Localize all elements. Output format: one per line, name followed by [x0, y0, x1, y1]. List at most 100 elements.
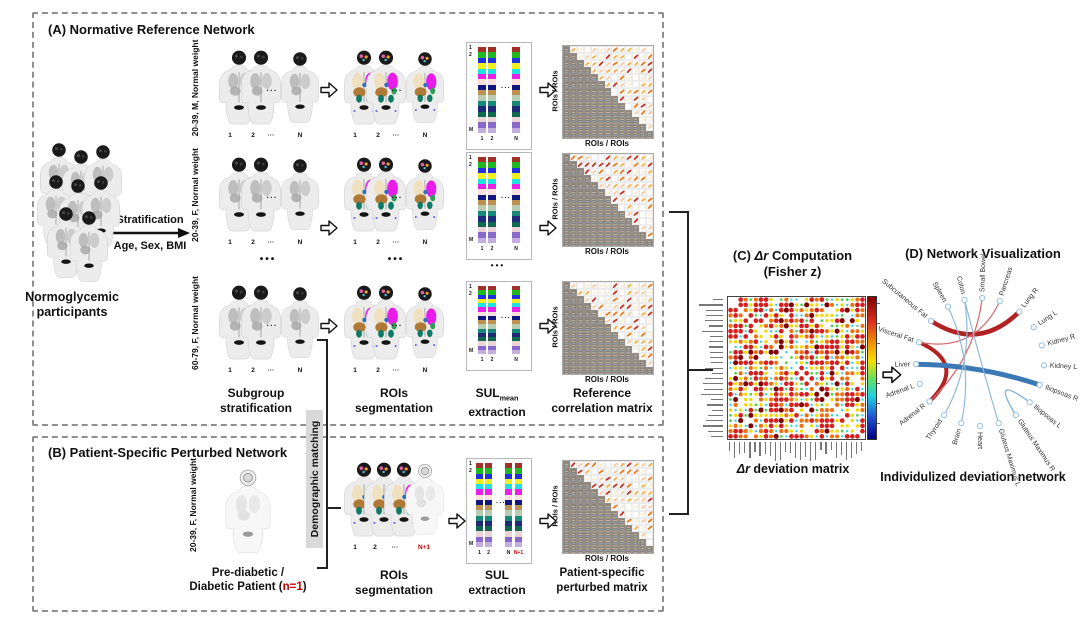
network-node-label: Adrenal L [885, 383, 916, 400]
colorbar-tick [877, 423, 880, 424]
sul-row-label: 2 [469, 468, 472, 474]
matrix-row-tick-label [710, 399, 723, 401]
flow-arrow-icon [448, 513, 466, 529]
matrix-col-tick-label [789, 442, 792, 454]
flow-arrow-icon [539, 513, 557, 529]
body-index-label: 1 [228, 132, 232, 139]
matrix-col-tick-label [754, 442, 756, 452]
sul-ellipsis: ••• [490, 261, 506, 270]
matrix-row-tick-label [708, 341, 723, 343]
matrix-col-tick-label [830, 442, 832, 451]
sul-box-1: 1 2 M 1 2 ··· N [466, 42, 532, 150]
perturbed-matrix-x-axis-label: ROIs / ROIs [584, 554, 629, 563]
matrix-row-tick-label [710, 362, 723, 364]
flow-arrow-icon [320, 82, 338, 98]
sul-col-label: 1 [480, 136, 484, 142]
network-edge [917, 340, 949, 404]
pet-body [238, 281, 284, 365]
matrix-col-tick-label [739, 442, 741, 455]
matrix-row-tick-label [709, 351, 723, 353]
matrix-col-tick-label [729, 442, 731, 451]
network-node-label: Brain [952, 428, 964, 446]
body-index-label: N [297, 239, 303, 246]
caption-reference-matrix: Reference correlation matrix [551, 386, 653, 415]
between-bar-dots: ··· [501, 315, 511, 322]
network-node-label: Iliopsoas L [1032, 404, 1062, 431]
matrix-row-tick-label [702, 330, 723, 332]
matrix-row-tick-label [710, 356, 723, 359]
colorbar-tick [877, 383, 880, 384]
network-node-label: Pancreas [999, 266, 1015, 297]
sul-bar [512, 157, 520, 243]
network-node-label: Iliopsoas R [1044, 384, 1079, 403]
sul-col-label: N [514, 357, 518, 363]
sul-row-label: M [469, 541, 474, 547]
sul-row-label: M [469, 127, 474, 133]
matrix-col-tick-label [764, 442, 766, 455]
pet-body [238, 46, 284, 130]
network-edge [943, 299, 968, 416]
sul-col-label: 2 [490, 136, 494, 142]
roi-body [363, 153, 409, 237]
sul-col-label: N [514, 136, 518, 142]
sul-row-label: 1 [469, 461, 472, 467]
stratification-criteria-label: Age, Sex, BMI [113, 240, 187, 252]
deviation-matrix-row-labels [698, 297, 725, 438]
matrix-col-tick-label [845, 442, 847, 461]
reference-matrix-y-axis-label: ROIs / ROIs [550, 306, 560, 348]
matrix-row-tick-label [699, 304, 723, 306]
network-edge [929, 297, 983, 402]
matching-bracket-top-stub [317, 339, 327, 341]
body-index-label: 1 [353, 367, 357, 374]
between-body-dots: ··· [391, 86, 403, 95]
colorbar-tick [877, 323, 880, 324]
matrix-row-tick-label [705, 309, 723, 311]
stratification-arrow-icon [112, 228, 190, 238]
network-node [1026, 399, 1033, 406]
matrix-row-tick-label [708, 346, 723, 348]
body-index-label: 1 [228, 367, 232, 374]
body-index-label: 1 [353, 544, 357, 551]
matrix-col-tick-label [835, 442, 837, 459]
network-node [927, 317, 935, 325]
network-node [961, 296, 968, 304]
matrix-row-tick-label [710, 335, 723, 338]
matrix-row-tick-label [703, 383, 723, 385]
matrix-col-tick-label [820, 442, 822, 451]
body-index-label: ··· [267, 367, 275, 374]
sul-col-label: 2 [487, 550, 490, 556]
pet-body [238, 153, 284, 237]
matrix-row-tick-label [707, 404, 723, 406]
subgroup-stratum-label: 20-39, F, Normal weight [190, 148, 200, 242]
roi-body [363, 281, 409, 365]
perturbed-matrix-y-axis-label: ROIs / ROIs [550, 485, 560, 527]
between-bar-dots: ··· [496, 500, 506, 507]
reference-matrix-x-axis-label: ROIs / ROIs [584, 247, 629, 256]
network-node [958, 420, 965, 427]
network-node-label: Colon [955, 276, 966, 296]
matrix-row-tick-label [703, 425, 723, 427]
between-body-dots: ··· [391, 193, 403, 202]
matrix-col-tick-label [749, 442, 751, 459]
network-node [1030, 323, 1037, 331]
reference-correlation-matrix [562, 281, 654, 375]
body-index-label: 1 [228, 239, 232, 246]
sul-row-label: 1 [469, 284, 472, 290]
matrix-col-tick-label [784, 442, 787, 452]
patient-body [222, 462, 274, 562]
matrix-col-tick-label [825, 442, 827, 454]
sul-bar [512, 47, 520, 133]
matrix-row-tick-label [711, 435, 723, 438]
body-index-label: N [422, 239, 428, 246]
pet-body [278, 281, 322, 365]
matrix-col-tick-label [800, 442, 802, 461]
flow-arrow-icon [539, 318, 557, 334]
reference-matrix-y-axis-label: ROIs / ROIs [550, 178, 560, 220]
body-index-label: ··· [267, 132, 275, 139]
matrix-row-tick-label [704, 388, 723, 390]
merge-bracket-bottom-stub [669, 513, 687, 515]
network-node [1016, 308, 1023, 315]
between-body-dots: ··· [391, 321, 403, 330]
colorbar-tick [877, 403, 880, 404]
flow-arrow-icon [539, 220, 557, 236]
